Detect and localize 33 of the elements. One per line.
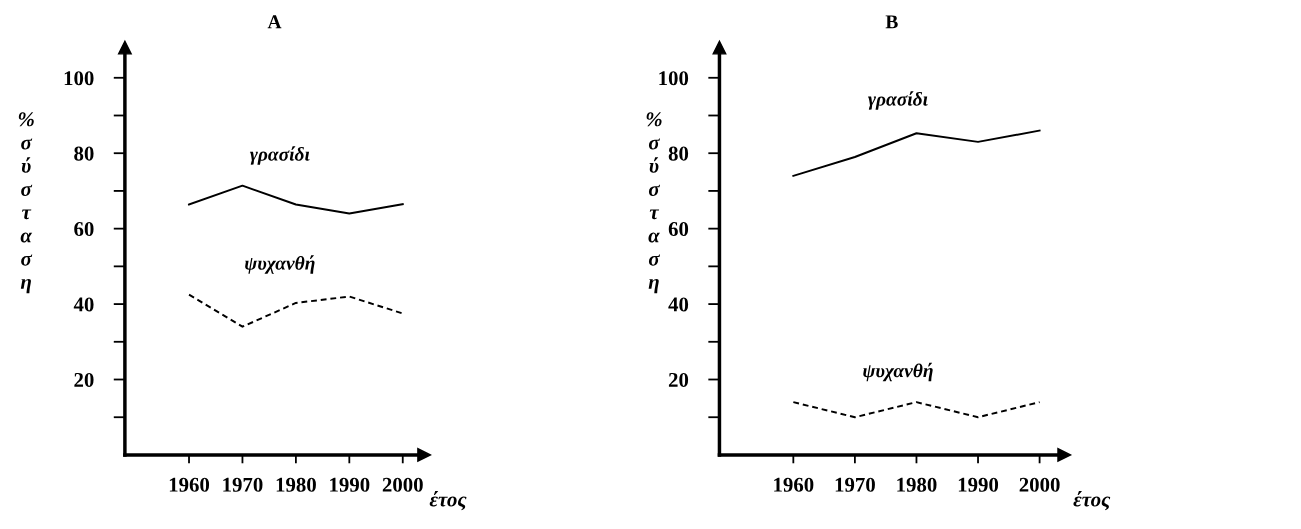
y-tick-label: 40 [668,297,689,312]
x-tick-label: 1960 [169,477,210,492]
y-tick-label: 60 [668,222,689,237]
series-label: γρασίδι [249,146,310,165]
line-series [792,129,1041,177]
y-tick-label: 40 [73,297,94,312]
x-tick-label: 1990 [330,477,370,492]
x-axis-title: έτος [1073,490,1111,511]
y-tick-label: 60 [74,222,94,237]
line-series [188,293,404,328]
y-axis-title: % σύσταση [646,112,662,294]
series-label: γρασίδι [868,91,928,110]
chart-title: A [267,15,282,29]
y-tick-label: 80 [74,146,94,161]
y-tick-label: 20 [668,372,689,387]
x-axis-title: έτος [429,490,467,511]
series-label: ψυχανθή [245,255,315,274]
y-tick-label: 100 [659,71,689,86]
line-series [188,184,404,215]
x-tick-label: 1970 [223,477,263,492]
x-tick-label: 1970 [835,477,875,492]
x-tick-label: 1980 [276,477,316,492]
y-tick-label: 100 [64,71,94,86]
series-label: ψυχανθή [863,362,933,382]
y-axis-title: % σύσταση [18,112,34,294]
y-tick-label: 80 [668,146,689,161]
x-tick-label: 1960 [774,477,814,492]
chart-title: B [885,15,898,29]
x-tick-label: 1980 [897,477,937,492]
x-tick-label: 2000 [1019,477,1060,492]
x-tick-label: 1990 [958,477,999,492]
y-tick-label: 20 [74,372,94,387]
x-tick-label: 2000 [382,477,423,492]
